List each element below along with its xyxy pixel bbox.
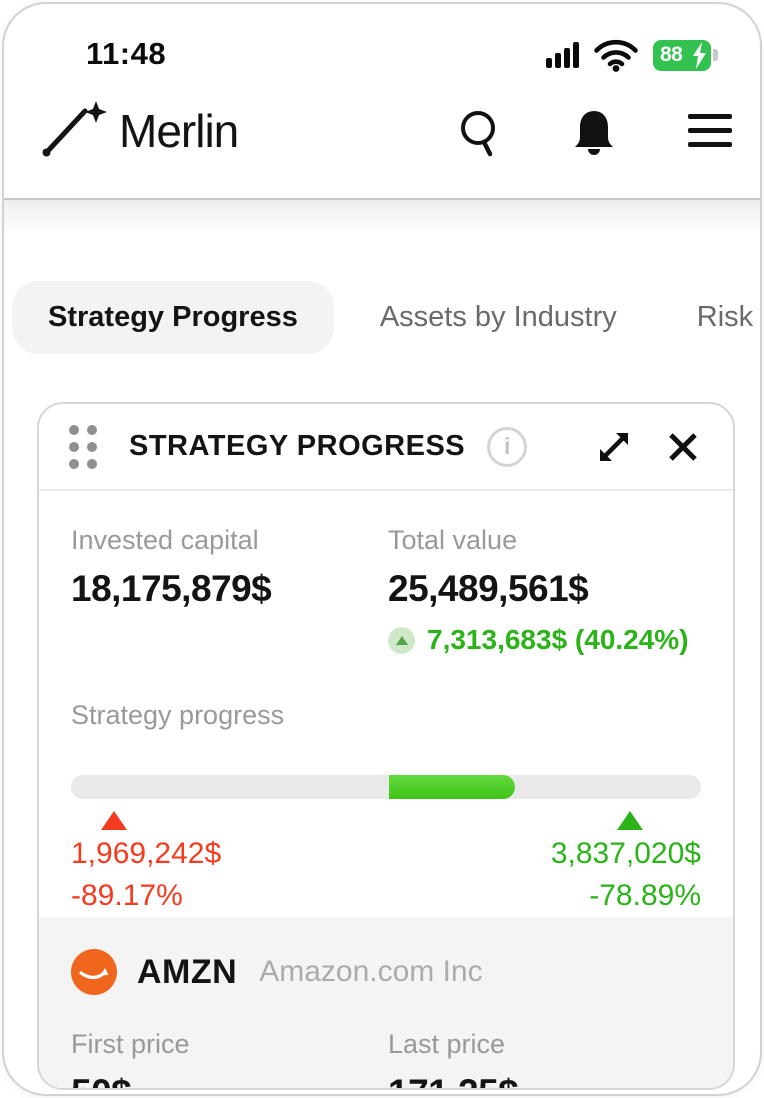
range-values: 1,969,242$ -89.17% 3,837,020$ -78.89% [71, 833, 701, 917]
total-value-block: Total value 25,489,561$ 7,313,683$ (40.2… [388, 525, 701, 656]
range-left-block: 1,969,242$ -89.17% [71, 833, 221, 917]
scroll-shadow [4, 200, 760, 234]
brand-name: Merlin [119, 105, 239, 157]
first-price-label: First price [71, 1029, 190, 1059]
first-price-value: 50$ [71, 1072, 388, 1088]
strategy-progress-label: Strategy progress [71, 700, 285, 730]
expand-icon[interactable] [593, 426, 635, 468]
asset-ticker: AMZN [137, 952, 238, 991]
lightning-bolt-icon [693, 41, 706, 69]
asset-section[interactable]: AMZN Amazon.com Inc First price 50$ Last… [39, 917, 733, 1088]
tab-risk[interactable]: Risk Profile [696, 301, 760, 333]
menu-icon[interactable] [688, 114, 732, 147]
magic-wand-icon [42, 101, 107, 157]
loss-marker-triangle-icon [101, 811, 127, 830]
dashboard-tabs: Strategy Progress Assets by Industry Ris… [12, 281, 760, 354]
range-right-block: 3,837,020$ -78.89% [551, 833, 701, 917]
last-price-value: 171.25$ [388, 1072, 701, 1088]
range-left-percent: -89.17% [71, 879, 183, 912]
battery-percent: 88 [660, 43, 683, 66]
invested-capital-value: 18,175,879$ [71, 568, 272, 609]
invested-capital-block: Invested capital 18,175,879$ [71, 525, 388, 656]
last-price-label: Last price [388, 1029, 506, 1059]
gain-marker-triangle-icon [617, 811, 643, 830]
status-bar: 11:48 88 [4, 34, 760, 76]
range-left-value: 1,969,242$ [71, 837, 222, 870]
strategy-stats: Invested capital 18,175,879$ Total value… [39, 491, 733, 917]
progress-bar-track [71, 775, 701, 799]
range-right-percent: -78.89% [589, 879, 701, 912]
asset-company-name: Amazon.com Inc [259, 955, 483, 988]
strategy-progress-card: STRATEGY PROGRESS i Invested capital 18,… [37, 402, 735, 1090]
total-value-change: 7,313,683$ (40.24%) [427, 624, 689, 655]
close-icon[interactable] [663, 427, 703, 467]
info-icon[interactable]: i [487, 426, 528, 467]
range-right-value: 3,837,020$ [550, 837, 701, 870]
card-header: STRATEGY PROGRESS i [39, 404, 733, 491]
header-divider [4, 198, 760, 200]
range-markers [71, 811, 701, 831]
progress-bar-fill [389, 775, 516, 799]
invested-capital-label: Invested capital [71, 525, 259, 555]
signal-strength-icon [546, 42, 579, 68]
total-value-amount: 25,489,561$ [388, 568, 589, 609]
app-header: Merlin [4, 100, 760, 166]
merlin-logo[interactable]: Merlin [37, 100, 239, 162]
tab-assets-by-industry[interactable]: Assets by Industry [379, 301, 617, 333]
wifi-icon [594, 39, 638, 72]
gain-badge-icon [388, 626, 415, 654]
search-icon[interactable] [456, 108, 504, 160]
drag-handle-icon[interactable] [69, 424, 97, 469]
last-price-block: Last price 171.25$ 121.25$ (242.5%) [388, 1029, 701, 1088]
total-value-label: Total value [388, 525, 518, 555]
first-price-block: First price 50$ [71, 1029, 388, 1088]
clock: 11:48 [86, 36, 167, 71]
tab-strategy-progress[interactable]: Strategy Progress [12, 281, 334, 354]
card-title: STRATEGY PROGRESS [129, 430, 466, 462]
amazon-logo-icon [71, 949, 117, 995]
battery-charging-icon: 88 [653, 39, 718, 71]
bell-icon[interactable] [571, 108, 617, 160]
